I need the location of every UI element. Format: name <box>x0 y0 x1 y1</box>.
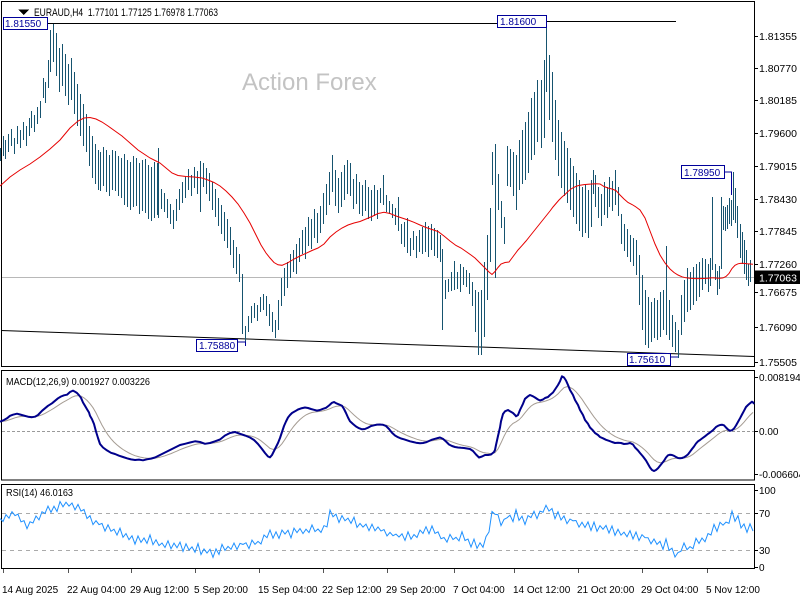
svg-text:0.008194: 0.008194 <box>759 373 800 384</box>
svg-text:21 Oct 20:00: 21 Oct 20:00 <box>577 585 635 596</box>
svg-text:100: 100 <box>759 486 776 497</box>
svg-text:7 Oct 04:00: 7 Oct 04:00 <box>453 585 505 596</box>
svg-text:-0.006604: -0.006604 <box>759 470 800 481</box>
svg-text:1.78430: 1.78430 <box>759 194 797 206</box>
svg-text:29 Aug 12:00: 29 Aug 12:00 <box>130 585 189 596</box>
svg-text:5 Nov 12:00: 5 Nov 12:00 <box>706 585 760 596</box>
svg-text:0: 0 <box>759 563 765 574</box>
svg-text:1.80185: 1.80185 <box>759 95 797 107</box>
svg-text:1.75505: 1.75505 <box>759 357 797 369</box>
svg-text:1.76090: 1.76090 <box>759 322 797 334</box>
svg-text:30: 30 <box>759 546 771 557</box>
svg-text:EURAUD,H4 1.77101 1.77125 1.7: EURAUD,H4 1.77101 1.77125 1.76978 1.7706… <box>34 7 218 19</box>
svg-text:1.77845: 1.77845 <box>759 226 797 238</box>
svg-text:RSI(14) 46.0163: RSI(14) 46.0163 <box>6 487 73 499</box>
svg-text:70: 70 <box>759 509 771 520</box>
svg-text:1.79600: 1.79600 <box>759 128 797 140</box>
svg-text:1.77063: 1.77063 <box>759 273 797 285</box>
svg-text:22 Sep 12:00: 22 Sep 12:00 <box>322 585 382 596</box>
svg-text:0.00: 0.00 <box>759 427 779 438</box>
svg-text:1.76675: 1.76675 <box>759 287 797 299</box>
svg-text:1.77260: 1.77260 <box>759 259 797 271</box>
svg-text:1.78950: 1.78950 <box>684 168 721 179</box>
svg-text:29 Sep 20:00: 29 Sep 20:00 <box>386 585 446 596</box>
svg-text:1.75610: 1.75610 <box>629 355 666 366</box>
svg-text:1.79015: 1.79015 <box>759 161 797 173</box>
svg-text:29 Oct 04:00: 29 Oct 04:00 <box>641 585 699 596</box>
svg-text:1.80770: 1.80770 <box>759 63 797 75</box>
svg-text:14 Oct 12:00: 14 Oct 12:00 <box>513 585 571 596</box>
svg-text:1.75880: 1.75880 <box>199 341 236 352</box>
svg-text:1.81355: 1.81355 <box>759 31 797 43</box>
svg-text:1.81600: 1.81600 <box>500 17 537 28</box>
svg-text:MACD(12,26,9) 0.001927 0.00322: MACD(12,26,9) 0.001927 0.003226 <box>6 376 150 388</box>
svg-text:22 Aug 04:00: 22 Aug 04:00 <box>67 585 126 596</box>
svg-text:Action Forex: Action Forex <box>242 69 377 96</box>
svg-text:5 Sep 20:00: 5 Sep 20:00 <box>194 585 248 596</box>
svg-text:1.81550: 1.81550 <box>5 19 42 30</box>
svg-text:14 Aug 2025: 14 Aug 2025 <box>2 585 59 596</box>
svg-text:15 Sep 04:00: 15 Sep 04:00 <box>258 585 318 596</box>
